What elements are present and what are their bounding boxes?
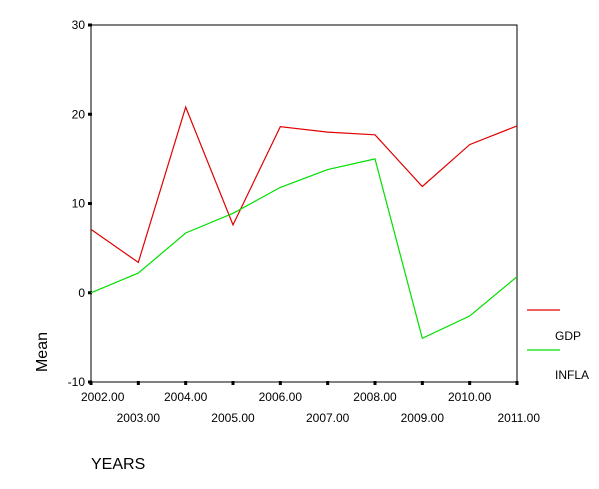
x-tick-label: 2010.00 xyxy=(448,390,492,404)
x-tick-label: 2007.00 xyxy=(306,411,350,425)
x-tick-label: 2002.00 xyxy=(81,390,125,404)
plot-frame xyxy=(90,24,518,383)
y-tick-label: -10 xyxy=(68,375,86,389)
x-tick-label: 2011.00 xyxy=(498,411,541,425)
x-tick-label: 2008.00 xyxy=(353,390,397,404)
x-tick-label: 2004.00 xyxy=(164,390,208,404)
x-tick-label: 2006.00 xyxy=(259,390,303,404)
y-tick-label: 20 xyxy=(72,107,86,121)
x-axis-title: YEARS xyxy=(91,456,145,473)
x-tick-label: 2005.00 xyxy=(211,411,255,425)
y-axis: -10 0 10 20 30 xyxy=(68,18,92,389)
series-line-gdp xyxy=(90,105,518,264)
x-tick-label: 2009.00 xyxy=(401,411,445,425)
legend-label-infla: INFLA xyxy=(555,368,589,382)
y-tick-label: 30 xyxy=(72,18,86,32)
series-lines xyxy=(90,105,518,340)
legend-label-gdp: GDP xyxy=(555,329,581,343)
y-tick-label: 10 xyxy=(72,197,86,211)
x-tick-label: 2003.00 xyxy=(117,411,161,425)
y-tick-label: 0 xyxy=(78,286,85,300)
y-axis-title: Mean xyxy=(34,332,51,372)
legend: GDP INFLA xyxy=(527,309,589,382)
series-line-infla xyxy=(90,158,518,340)
